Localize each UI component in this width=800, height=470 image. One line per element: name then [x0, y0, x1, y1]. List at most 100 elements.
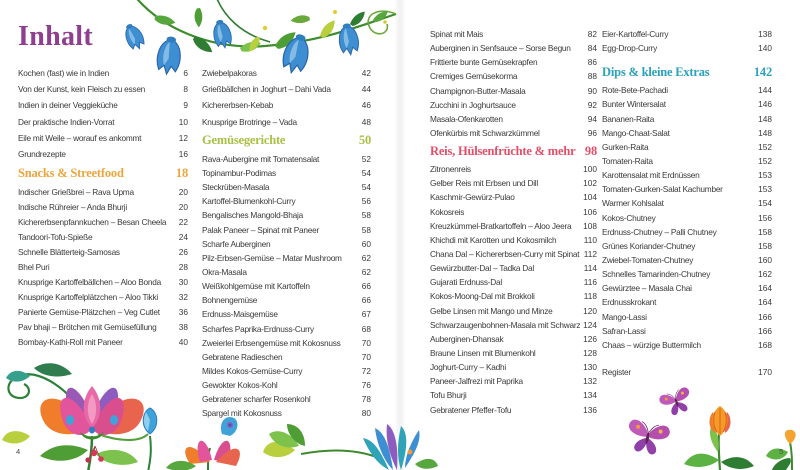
- toc-entry: Rote-Bete-Pachadi 144: [602, 83, 772, 97]
- toc-entry: Knusprige Brotringe – Vada 48: [202, 114, 371, 130]
- toc-entry: Zweierlei Erbsengemüse mit Kokosnuss 70: [202, 336, 371, 350]
- section-title: Dips & kleine Extras: [602, 64, 710, 79]
- toc-entry: Zitronenreis 100: [430, 162, 597, 176]
- toc-entry-page-number: 58: [361, 224, 371, 235]
- toc-entry-page-number: 96: [587, 128, 597, 139]
- toc-entry: Safran-Lassi 166: [602, 324, 772, 338]
- toc-entry: Kreuzkümmel-Bratkartoffeln – Aloo Jeera 1…: [430, 219, 597, 233]
- toc-entry-label: Kaschmir-Gewürz-Pulao: [430, 192, 515, 203]
- toc-entry-label: Kreuzkümmel-Bratkartoffeln – Aloo Jeera: [430, 220, 572, 231]
- toc-entry-label: Gebratener Pfeffer-Tofu: [430, 404, 512, 415]
- toc-entry: Gurken-Raita 152: [602, 140, 772, 154]
- toc-entry: Grundrezepte 16: [18, 146, 188, 162]
- toc-entry-page-number: 70: [361, 351, 371, 362]
- toc-entry: Schnelles Tamarinden-Chutney 162: [602, 267, 772, 281]
- toc-entry-block: Zwiebelpakoras 42 Grießbällchen in Joghurt…: [202, 65, 371, 130]
- toc-entry: Bombay-Kathi-Roll mit Paneer 40: [18, 334, 188, 349]
- toc-entry-label: Indische Rühreier – Anda Bhurji: [18, 201, 127, 212]
- toc-entry-page-number: 164: [758, 283, 772, 294]
- toc-entry: Tofu Bhurji 134: [430, 388, 597, 402]
- toc-entry-page-number: 162: [758, 269, 772, 280]
- toc-entry: Spinat mit Mais 82: [430, 27, 597, 41]
- toc-entry-label: Grundrezepte: [18, 149, 66, 160]
- toc-entry: Knusprige Kartoffelbällchen – Aloo Bonda…: [18, 274, 188, 289]
- toc-entry: Rava-Aubergine mit Tomatensalat 52: [202, 152, 371, 166]
- toc-entry: Kichererbsen-Kebab 46: [202, 97, 371, 113]
- toc-entry-label: Panierte Gemüse-Plätzchen – Veg Cutlet: [18, 306, 160, 317]
- toc-entry-label: Gewürzbutter-Dal – Tadka Dal: [430, 263, 534, 274]
- toc-entry-label: Kichererbsenpfannkuchen – Besan Cheela: [18, 216, 167, 227]
- section-title: Reis, Hülsenfrüchte & mehr: [430, 143, 576, 158]
- toc-entry: Masala-Ofenkarotten 94: [430, 112, 597, 126]
- toc-entry-page-number: 148: [758, 127, 772, 138]
- toc-entry-page-number: 168: [758, 339, 772, 350]
- toc-entry: Grießbällchen in Joghurt – Dahi Vada 44: [202, 81, 371, 97]
- toc-entry: Bunter Wintersalat 146: [602, 97, 772, 111]
- toc-entry-label: Zwiebel-Tomaten-Chutney: [602, 255, 694, 266]
- toc-entry-label: Mango-Chaat-Salat: [602, 127, 670, 138]
- toc-entry: Weißkohlgemüse mit Kartoffeln 66: [202, 279, 371, 293]
- toc-entry-page-number: 140: [758, 43, 772, 54]
- toc-entry-label: Kochen (fast) wie in Indien: [18, 68, 110, 79]
- toc-entry-page-number: 82: [587, 29, 597, 40]
- toc-entry: Kichererbsenpfannkuchen – Besan Cheela 22: [18, 214, 188, 229]
- toc-entry: Schnelle Blätterteig-Samosas 26: [18, 244, 188, 259]
- toc-entry-label: Grünes Koriander-Chutney: [602, 240, 696, 251]
- toc-entry: Kokos-Moong-Dal mit Brokkoli 118: [430, 289, 597, 303]
- toc-entry-label: Tandoori-Tofu-Spieße: [18, 231, 93, 242]
- toc-entry-label: Pav bhaji – Brötchen mit Gemüsefüllung: [18, 321, 157, 332]
- toc-entry: Erdnuss-Chutney – Palli Chutney 158: [602, 225, 772, 239]
- toc-entry-label: Zitronenreis: [430, 164, 471, 175]
- toc-entry-page-number: 158: [758, 240, 772, 251]
- toc-entry-page-number: 138: [758, 29, 772, 40]
- toc-entry: Bengalisches Mangold-Bhaja 58: [202, 208, 371, 222]
- toc-entry: Gewürztee – Masala Chai 164: [602, 281, 772, 295]
- toc-entry-label: Auberginen-Dhansak: [430, 333, 504, 344]
- toc-entry-block: Indischer Grießbrei – Rava Upma 20 Indisch…: [18, 184, 188, 349]
- toc-entry-page-number: 153: [758, 184, 772, 195]
- toc-entry: Tandoori-Tofu-Spieße 24: [18, 229, 188, 244]
- toc-entry-block: Rava-Aubergine mit Tomatensalat 52 Topinam…: [202, 152, 371, 421]
- toc-entry-block: Kochen (fast) wie in Indien 6 Von der Kuns…: [18, 65, 188, 162]
- toc-entry: Gewokter Kokos-Kohl 76: [202, 378, 371, 392]
- toc-entry-label: Grießbällchen in Joghurt – Dahi Vada: [202, 84, 331, 95]
- toc-entry-label: Eile mit Weile – worauf es ankommt: [18, 132, 142, 143]
- page-number-left: 4: [16, 447, 21, 456]
- toc-entry: Knusprige Kartoffelplätzchen – Aloo Tikk…: [18, 289, 188, 304]
- toc-entry-page-number: 54: [361, 167, 371, 178]
- toc-entry-page-number: 9: [183, 100, 188, 111]
- toc-entry: Karottensalat mit Erdnüssen 153: [602, 168, 772, 182]
- toc-entry-label: Gebratener scharfer Rosenkohl: [202, 394, 311, 405]
- toc-entry-page-number: 48: [361, 116, 371, 127]
- toc-entry: Warmer Kohlsalat 154: [602, 196, 772, 210]
- toc-entry: Zwiebelpakoras 42: [202, 65, 371, 81]
- toc-entry-page-number: 92: [587, 99, 597, 110]
- toc-entry-page-number: 24: [178, 231, 188, 242]
- toc-entry-page-number: 56: [361, 196, 371, 207]
- leaf-flower-sprig-illustration: [263, 424, 438, 470]
- toc-entry-page-number: 67: [361, 309, 371, 320]
- toc-entry-label: Rote-Bete-Pachadi: [602, 85, 668, 96]
- page-gutter: [394, 0, 406, 470]
- toc-entry-page-number: 42: [361, 68, 371, 79]
- toc-entry: Champignon-Butter-Masala 90: [430, 84, 597, 98]
- toc-entry: Tomaten-Gurken-Salat Kachumber 153: [602, 182, 772, 196]
- toc-entry: Auberginen-Dhansak 126: [430, 332, 597, 346]
- toc-entry: Indien in deiner Veggieküche 9: [18, 97, 188, 113]
- toc-entry: Ofenkürbis mit Schwarzkümmel 96: [430, 126, 597, 140]
- toc-entry: Bohnengemüse 66: [202, 293, 371, 307]
- toc-entry-page-number: 153: [758, 170, 772, 181]
- toc-entry-page-number: 126: [583, 333, 597, 344]
- toc-entry-page-number: 110: [583, 234, 597, 245]
- toc-entry: Tomaten-Raita 152: [602, 154, 772, 168]
- toc-entry-page-number: 108: [583, 220, 597, 231]
- toc-entry-label: Kartoffel-Blumenkohl-Curry: [202, 196, 296, 207]
- toc-entry-page-number: 20: [178, 201, 188, 212]
- toc-entry-label: Cremiges Gemüsekorma: [430, 71, 518, 82]
- toc-entry-page-number: 114: [583, 263, 597, 274]
- toc-entry-page-number: 116: [583, 277, 597, 288]
- section-page-number: 50: [358, 133, 371, 148]
- toc-entry-label: Von der Kunst, kein Fleisch zu essen: [18, 84, 146, 95]
- toc-entry: Chana Dal – Kichererbsen-Curry mit Spina…: [430, 247, 597, 261]
- toc-entry-page-number: 80: [361, 408, 371, 419]
